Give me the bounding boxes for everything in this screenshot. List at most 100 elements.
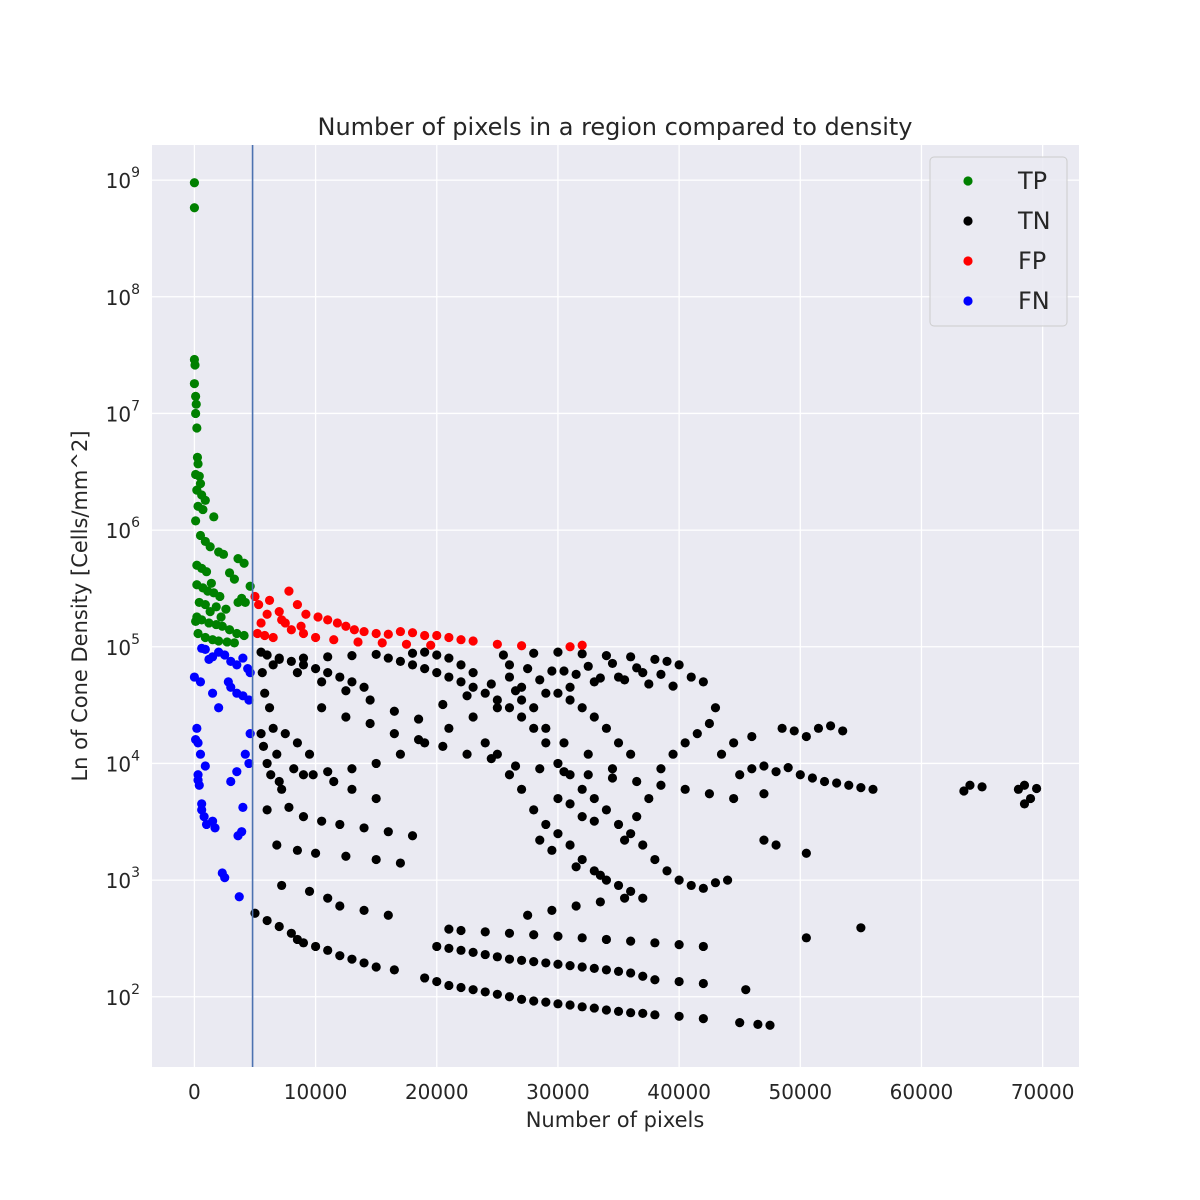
point-tn [638,971,648,981]
point-tn [492,749,502,759]
point-tn [547,666,557,676]
point-fp [432,630,442,641]
point-tn [698,677,708,687]
point-tn [553,829,563,839]
point-tn [323,652,333,662]
point-tn [298,812,309,822]
point-fp [383,629,393,639]
point-tn [589,1003,599,1013]
point-fn [207,688,218,698]
point-tn [523,663,533,674]
point-tn [589,793,599,804]
point-tn [662,866,672,876]
point-fp [371,628,381,639]
point-tn [565,799,575,809]
point-tp [200,495,210,505]
point-fp [296,621,306,631]
point-tn [323,945,333,955]
point-tn [371,854,381,865]
point-tn [674,660,684,670]
point-tn [389,965,399,975]
y-tick-label: 108 [106,282,140,310]
point-fp [353,637,363,647]
point-tn [638,840,648,850]
point-tp [233,597,243,608]
point-tn [289,764,299,774]
point-tp [200,599,210,610]
point-tn [650,938,660,948]
point-tn [571,862,581,872]
y-tick-label: 104 [106,748,140,776]
point-tp [191,616,201,626]
point-tn [516,695,527,705]
point-fn [232,767,242,777]
point-tn [529,957,539,967]
point-tp [239,630,249,641]
point-tn [589,963,599,974]
point-tn [480,949,490,960]
point-tn [1025,793,1036,804]
point-tn [735,1018,745,1028]
point-tn [650,654,660,664]
point-tp [201,567,212,577]
point-tn [741,985,751,995]
point-tn [529,805,539,815]
point-tn [626,829,636,839]
point-tp [222,637,232,647]
point-tn [747,764,757,774]
point-tn [686,880,696,891]
point-tn [577,649,587,659]
point-tn [329,776,339,787]
point-fp [262,609,272,619]
point-tp [190,360,200,370]
point-tn [541,997,551,1007]
point-tn [284,802,294,812]
point-tp [221,604,231,614]
point-tn [432,650,442,660]
point-tn [317,703,327,713]
point-tn [529,930,539,940]
point-tn [310,663,321,674]
point-fn [244,758,254,769]
point-tn [420,973,430,983]
point-tn [480,738,490,748]
point-tn [577,1002,587,1012]
point-tn [541,819,551,830]
point-tn [577,962,587,972]
point-tn [553,999,563,1009]
x-tick-label: 60000 [890,1080,954,1104]
point-tn [838,726,848,736]
point-fn [244,695,254,705]
point-tn [638,893,648,903]
point-tn [601,934,612,945]
point-tn [704,718,715,729]
point-tn [583,749,593,759]
point-tn [783,763,793,773]
point-tn [492,703,502,713]
point-tn [577,812,587,822]
point-tn [280,729,290,739]
point-tn [395,656,406,666]
point-tn [686,672,696,682]
point-tn [747,731,757,742]
point-tn [819,776,830,787]
point-tn [619,893,630,903]
legend-label: TN [1017,207,1051,235]
point-fp [565,642,575,652]
point-tn [335,901,345,911]
point-tn [432,976,442,987]
point-tn [262,915,272,926]
point-tn [510,686,521,696]
point-fn [220,873,230,883]
legend: TP TN FP FN [929,156,1068,327]
point-fn [192,723,202,733]
point-tn [371,793,381,804]
point-fp [277,615,287,625]
point-tn [674,1011,684,1021]
point-fn [238,653,248,663]
point-tp [204,618,214,628]
point-tp [216,612,226,622]
point-tn [844,780,854,790]
point-tn [462,749,472,759]
point-tn [492,695,502,705]
